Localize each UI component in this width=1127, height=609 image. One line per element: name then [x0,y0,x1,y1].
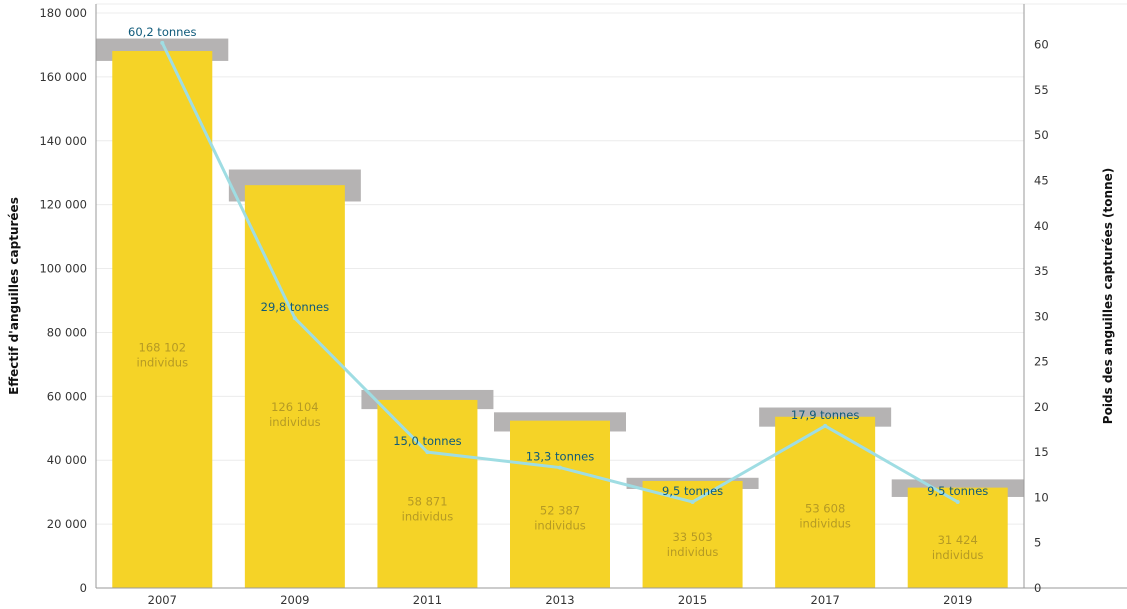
right-tick-label: 5 [1034,536,1041,550]
x-tick-label: 2007 [148,593,177,607]
count-bar [112,51,213,588]
weight-point [690,499,695,504]
left-tick-label: 100 000 [39,262,87,276]
left-tick-label: 160 000 [39,70,87,84]
count-label: 31 424 individus [932,533,984,562]
weight-label: 9,5 tonnes [927,484,988,498]
count-label: 52 387 individus [534,503,586,532]
x-tick-label: 2013 [545,593,574,607]
weight-label: 13,3 tonnes [526,450,594,464]
right-tick-label: 35 [1034,264,1049,278]
axes [95,4,1127,589]
count-bar [510,420,610,588]
count-label: 58 871 individus [402,494,454,523]
left-tick-label: 140 000 [39,134,87,148]
x-tick-label: 2019 [943,593,972,607]
x-tick-label: 2009 [280,593,309,607]
count-label: 53 608 individus [799,502,851,531]
right-tick-label: 0 [1034,581,1041,595]
left-tick-label: 80 000 [47,325,87,339]
right-tick-label: 30 [1034,309,1049,323]
weight-point [160,40,165,45]
count-label: 33 503 individus [667,530,719,559]
left-tick-label: 0 [80,581,87,595]
count-bar [377,399,478,588]
right-axis-ticks: 0 5 10 15 20 25 30 35 40 45 50 55 60 [1034,38,1049,595]
weight-label: 15,0 tonnes [393,434,461,448]
weight-label: 17,9 tonnes [791,408,859,422]
left-tick-label: 20 000 [47,517,87,531]
right-tick-label: 60 [1034,38,1049,52]
weight-point [292,316,297,321]
x-tick-label: 2011 [413,593,442,607]
right-tick-label: 50 [1034,128,1049,142]
left-tick-label: 180 000 [39,6,87,20]
right-tick-label: 10 [1034,490,1049,504]
count-bar [907,487,1008,588]
left-tick-label: 60 000 [47,389,87,403]
right-axis-title: Poids des anguilles capturées (tonne) [1101,168,1115,424]
weight-point [823,423,828,428]
right-tick-label: 15 [1034,445,1049,459]
count-bar [642,480,743,588]
weight-point [955,499,960,504]
count-label: 168 102 individus [137,341,189,370]
right-tick-label: 20 [1034,400,1049,414]
right-tick-label: 45 [1034,174,1049,188]
weight-labels: 60,2 tonnes 29,8 tonnes 15,0 tonnes 13,3 to… [128,25,988,498]
left-axis-title: Effectif d'anguilles capturées [7,197,21,395]
right-tick-label: 40 [1034,219,1049,233]
weight-line-series [160,40,960,504]
weight-label: 60,2 tonnes [128,25,196,39]
left-tick-label: 40 000 [47,453,87,467]
weight-label: 9,5 tonnes [662,484,723,498]
left-axis-ticks: 0 20 000 40 000 60 000 80 000 100 000 120 000 1… [39,6,87,595]
x-tick-label: 2015 [678,593,707,607]
count-label: 126 104 individus [269,400,321,429]
weight-point [558,465,562,470]
x-axis-ticks: 2007 2009 2011 2013 2015 2017 2019 [148,593,973,607]
right-tick-label: 55 [1034,83,1049,97]
weight-point [425,450,430,455]
right-tick-label: 25 [1034,355,1049,369]
x-tick-label: 2017 [811,593,840,607]
left-tick-label: 120 000 [39,198,87,212]
count-labels: 168 102 individus 126 104 individus 58 871 in… [137,341,984,562]
weight-label: 29,8 tonnes [261,300,329,314]
